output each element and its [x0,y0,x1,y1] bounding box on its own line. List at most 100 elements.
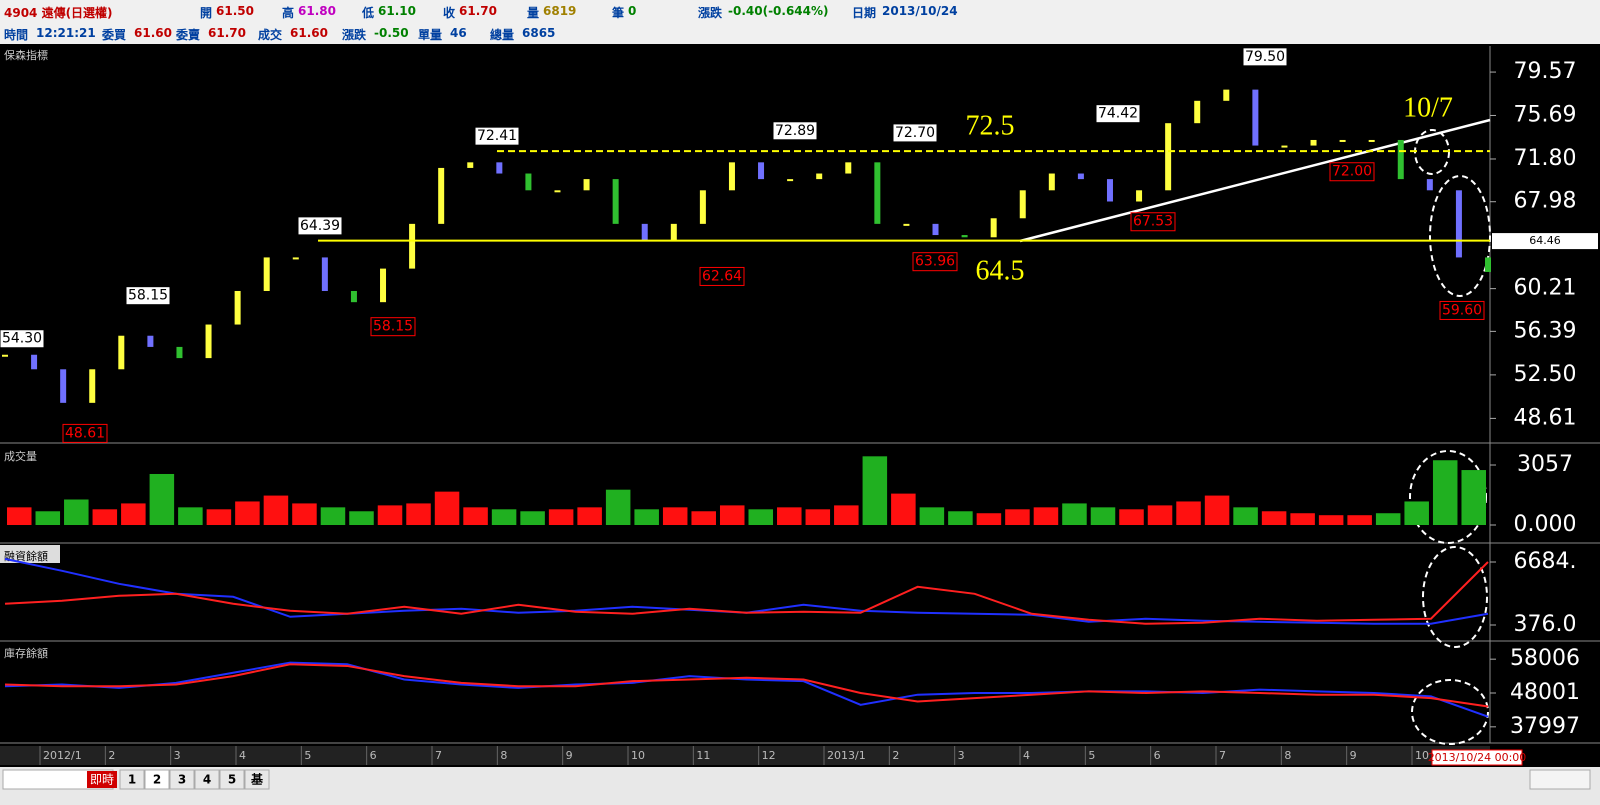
candle [728,162,735,191]
x-tick-label: 8 [1284,749,1291,762]
field-label: 筆 [612,6,625,20]
tab-label[interactable]: 1 [128,773,136,787]
tab-label[interactable]: 基 [250,772,264,787]
volume-bar [35,511,61,526]
price-tag-label: 72.89 [775,123,815,139]
price-tag [1095,104,1141,124]
volume-bar [634,509,659,526]
field-value: 61.50 [216,4,254,18]
y-tick-label: 67.98 [1514,189,1577,214]
x-tick-label: 9 [1350,749,1357,762]
candle [2,354,8,357]
volume-bar [1233,507,1258,526]
volume-bar [1062,503,1087,526]
field-label: 日期 [852,6,877,20]
volume-bar [292,503,317,526]
tab-label[interactable]: 2 [153,773,161,787]
volume-bar [777,507,802,526]
field-label: 4904 遠傳(日選權) [4,6,113,20]
volume-bar [1119,509,1144,526]
candle [932,223,939,236]
candle [263,257,270,291]
volume-bar [149,473,175,526]
candle [292,257,299,260]
price-tag-label: 58.15 [128,288,168,304]
candle [60,369,67,403]
tab[interactable] [244,769,270,790]
price-tag [1329,162,1375,182]
price-tag [62,423,108,443]
tab-label[interactable]: 3 [178,773,186,787]
x-tick-label: 7 [1219,749,1226,762]
tab[interactable] [169,769,195,790]
field-label: 高 [282,6,295,20]
y-tick-label: 6684. [1514,549,1577,574]
volume-bar [976,513,1002,526]
tab[interactable] [119,769,145,790]
field-label: 漲跌 [342,28,367,42]
candle [1165,123,1172,191]
volume-bar [320,507,346,526]
x-tick-label: 6 [1154,749,1161,762]
volume-bar [862,456,888,526]
volume-bar [1204,495,1230,526]
volume-bar [691,511,716,526]
y-tick-label: 60.21 [1514,276,1577,301]
volume-bar [434,491,460,526]
tab[interactable] [194,769,220,790]
price-tag [1242,47,1288,67]
volume-bar [377,505,403,526]
volume-bar [463,507,488,526]
volume-bar [491,509,517,526]
volume-bar [1147,505,1173,526]
x-tick-label: 2 [892,749,899,762]
x-tick-label: 3 [174,749,181,762]
x-tick-label: 3 [958,749,965,762]
volume-bar [206,509,232,526]
candle [1455,190,1462,258]
field-value: 6819 [543,4,577,18]
price-tag-label: 59.60 [1442,302,1482,318]
x-tick-label: 5 [304,749,311,762]
volume-bar [92,509,118,526]
candle [1397,139,1404,180]
price-tag [1439,300,1485,320]
x-tick-label: 5 [1088,749,1095,762]
tab[interactable] [144,769,170,790]
candle [1368,139,1375,142]
cursor-date: 2013/10/24 00:00 [1428,751,1527,764]
field-label: 低 [362,6,375,20]
candle [409,223,416,269]
price-tag [474,126,520,146]
price-tag-label: 72.00 [1332,164,1372,180]
price-tag-label: 72.70 [895,125,935,141]
field-label: 單量 [418,28,443,42]
candle [1019,190,1026,219]
tab[interactable] [219,769,245,790]
volume-bar [520,511,545,526]
volume-bar [805,509,831,526]
x-tick-label: 10 [1415,749,1429,762]
candle [1310,139,1317,146]
field-value: 61.80 [298,4,336,18]
candle [118,335,125,370]
volume-bar [121,503,146,526]
indicator-line [4,663,1489,708]
candle [1252,89,1259,146]
volume-bar [577,507,602,526]
volume-bar [178,507,203,526]
candle [612,179,619,224]
field-value: 61.70 [208,26,246,40]
candle [990,218,997,238]
candle [1106,179,1113,202]
quote-bar: 4904 遠傳(日選權) 開 61.50 高 61.80 低 61.10 收 61.70 量 681… [0,0,1600,44]
tab-label[interactable]: 5 [228,773,236,787]
volume-bar [235,501,260,526]
volume-bar [1432,460,1458,526]
x-tick-label: 10 [631,749,645,762]
tab-label[interactable]: 4 [203,773,211,787]
panel-title: 庫存餘額 [4,646,48,660]
live-tab[interactable]: 即時 [90,773,114,787]
price-tag [370,317,416,337]
